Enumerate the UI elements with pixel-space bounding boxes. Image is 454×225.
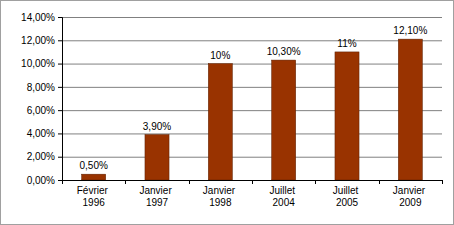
x-tick-label-line: 2005 — [336, 197, 359, 208]
data-label: 11% — [337, 38, 356, 49]
bar — [335, 52, 359, 180]
y-tick-mark — [58, 17, 62, 18]
y-axis-line — [58, 18, 63, 181]
chart: 0,00% 2,00% 4,00% 6,00% 8,00% 10,00% 12,00% 14,… — [0, 0, 454, 225]
y-tick-mark — [58, 64, 62, 65]
y-axis: 0,00% 2,00% 4,00% 6,00% 8,00% 10,00% 12,00% 14,… — [21, 12, 62, 186]
data-label: 10% — [210, 50, 230, 61]
y-tick-mark — [58, 157, 62, 158]
y-tick-mark — [58, 110, 62, 111]
x-separator — [379, 180, 380, 184]
data-label: 0,50% — [79, 160, 107, 171]
x-tick-label-line: Juillet — [333, 185, 361, 196]
y-tick-label: 2,00% — [27, 151, 55, 162]
y-tick-label: 10,00% — [21, 58, 55, 69]
bar — [208, 64, 232, 180]
x-tick-label-line: Juillet — [269, 185, 297, 196]
grid-line — [62, 64, 442, 65]
data-label: 12,10% — [393, 25, 427, 36]
x-tick-label-line: Février — [77, 185, 111, 196]
x-tick: Janvier 2009 — [393, 185, 428, 208]
x-tick-label-line: Janvier — [139, 185, 174, 196]
x-tick-label-line: 1997 — [146, 197, 169, 208]
x-tick-label: Juillet 2004 — [269, 185, 297, 208]
y-tick: 14,00% — [21, 12, 62, 23]
data-labels: 0,50% 3,90% 10% 10,30% 11% 12,10% — [79, 25, 427, 171]
y-tick-mark — [58, 40, 62, 41]
data-label: 10,30% — [267, 46, 301, 57]
bar — [82, 174, 106, 180]
x-tick: Janvier 1998 — [203, 185, 238, 208]
bar — [145, 135, 169, 180]
x-tick-label: Janvier 1997 — [139, 185, 174, 208]
x-tick-label-line: 1996 — [83, 197, 106, 208]
x-separators — [63, 180, 443, 184]
x-tick-label-line: 1998 — [209, 197, 232, 208]
x-tick-label: Janvier 2009 — [393, 185, 428, 208]
x-separator — [315, 180, 316, 184]
chart-frame — [1, 1, 454, 225]
bar — [398, 39, 422, 180]
grid-line — [62, 133, 442, 134]
x-separator — [442, 180, 443, 184]
x-tick-label: Juillet 2005 — [333, 185, 361, 208]
y-tick: 8,00% — [27, 82, 62, 93]
x-tick: Janvier 1997 — [139, 185, 174, 208]
grid-line — [62, 110, 442, 111]
x-tick-label: Janvier 1998 — [203, 185, 238, 208]
y-tick: 2,00% — [27, 151, 62, 162]
data-label: 3,90% — [143, 121, 171, 132]
x-tick-label-line: 2004 — [273, 197, 296, 208]
y-tick-mark — [58, 133, 62, 134]
bar — [272, 60, 296, 180]
x-tick-label-line: 2009 — [399, 197, 422, 208]
x-tick: Juillet 2004 — [269, 185, 297, 208]
x-tick: Juillet 2005 — [333, 185, 361, 208]
grid — [62, 18, 442, 181]
y-tick-label: 8,00% — [27, 82, 55, 93]
y-tick: 4,00% — [27, 128, 62, 139]
y-tick: 6,00% — [27, 105, 62, 116]
grid-line — [62, 17, 442, 18]
x-tick-label-line: Janvier — [393, 185, 428, 196]
x-tick-label-line: Janvier — [203, 185, 238, 196]
y-tick: 10,00% — [21, 58, 62, 69]
y-tick-label: 4,00% — [27, 128, 55, 139]
x-separator — [62, 180, 63, 184]
y-tick: 0,00% — [27, 175, 62, 186]
x-tick-label: Février 1996 — [77, 185, 111, 208]
y-tick-label: 6,00% — [27, 105, 55, 116]
grid-line — [62, 157, 442, 158]
x-separator — [125, 180, 126, 184]
y-tick-label: 14,00% — [21, 12, 55, 23]
x-axis: Février 1996Janvier 1997Janvier 1998Juil… — [63, 180, 443, 208]
x-separator — [189, 180, 190, 184]
grid-line — [62, 40, 442, 41]
grid-line — [62, 87, 442, 88]
plot: 0,00% 2,00% 4,00% 6,00% 8,00% 10,00% 12,00% 14,… — [21, 12, 442, 208]
y-tick-mark — [58, 180, 62, 181]
y-tick-label: 12,00% — [21, 35, 55, 46]
x-tick: Février 1996 — [77, 185, 111, 208]
y-tick-mark — [58, 87, 62, 88]
y-tick: 12,00% — [21, 35, 62, 46]
y-tick-label: 0,00% — [27, 175, 55, 186]
x-separator — [252, 180, 253, 184]
bars — [82, 39, 423, 180]
